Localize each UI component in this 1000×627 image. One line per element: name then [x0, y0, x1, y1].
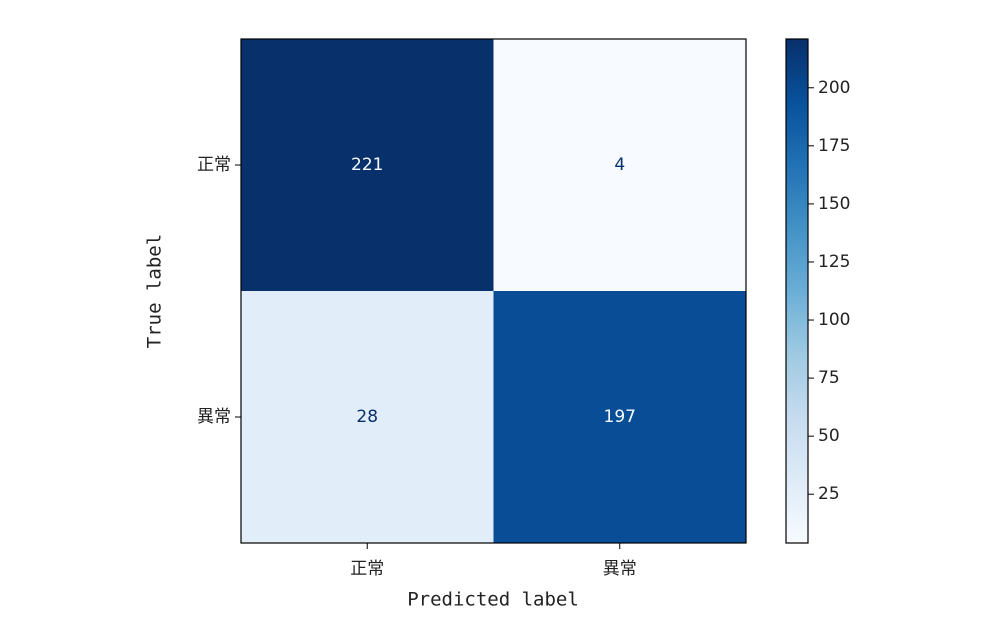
x-axis-title: Predicted label	[407, 589, 579, 611]
cell-label: 221	[351, 155, 383, 175]
x-tick-label: 正常	[350, 559, 384, 579]
colorbar-tick-label: 200	[818, 78, 850, 98]
cell-label: 28	[356, 407, 378, 427]
heatmap-cell	[241, 39, 494, 292]
colorbar-tick-label: 100	[818, 310, 850, 330]
heatmap-cell	[493, 291, 747, 544]
y-tick-label: 異常	[197, 407, 231, 427]
heatmap-cell	[493, 39, 747, 292]
x-tick-label: 異常	[603, 559, 637, 579]
colorbar-tick-label: 150	[818, 194, 850, 214]
heatmap-cell	[241, 291, 494, 544]
colorbar-tick-label: 125	[818, 252, 850, 272]
cell-label: 197	[604, 407, 636, 427]
y-tick-label: 正常	[197, 155, 231, 175]
cell-label: 4	[614, 155, 625, 175]
colorbar-tick-label: 50	[818, 426, 840, 446]
plot-frame	[240, 38, 747, 544]
colorbar-tick-label: 75	[818, 368, 840, 388]
colorbar-tick-label: 175	[818, 136, 850, 156]
colorbar	[785, 38, 809, 544]
y-axis-title: True label	[144, 234, 166, 348]
colorbar-tick-label: 25	[818, 484, 840, 504]
